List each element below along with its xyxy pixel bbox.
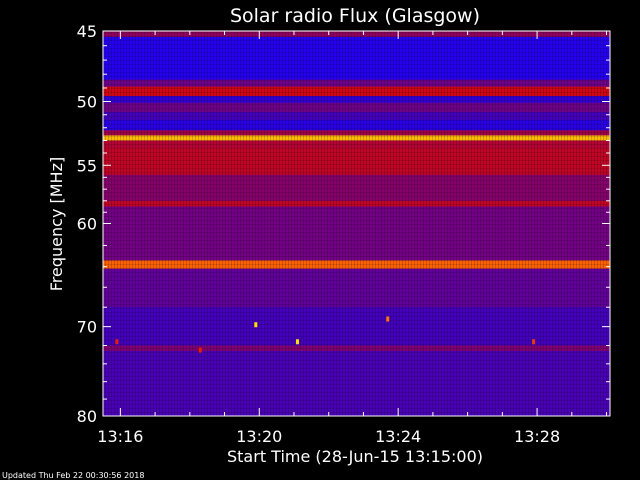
y-tick-label-2: 55 bbox=[77, 156, 97, 175]
burst-point-3 bbox=[115, 339, 119, 345]
x-axis-label: Start Time (28-Jun-15 13:15:00) bbox=[227, 447, 483, 466]
burst-point-4 bbox=[532, 339, 536, 345]
texture-horizontal bbox=[103, 31, 610, 416]
y-axis-label: Frequency [MHz] bbox=[47, 157, 66, 291]
x-tick-label-0: 13:16 bbox=[97, 427, 143, 446]
x-axis: 13:16 13:20 13:24 13:28 bbox=[97, 31, 608, 446]
y-tick-label-0: 45 bbox=[77, 22, 97, 41]
burst-point-5 bbox=[198, 347, 202, 353]
y-axis: 45 50 55 60 70 80 bbox=[77, 22, 610, 426]
x-tick-label-1: 13:20 bbox=[236, 427, 282, 446]
updated-footer: Updated Thu Feb 22 00:30:56 2018 bbox=[2, 471, 144, 480]
y-tick-label-4: 70 bbox=[77, 318, 97, 337]
x-tick-label-3: 13:28 bbox=[514, 427, 560, 446]
x-tick-label-2: 13:24 bbox=[375, 427, 421, 446]
plot-area bbox=[102, 30, 611, 417]
burst-point-1 bbox=[295, 339, 299, 345]
y-tick-label-1: 50 bbox=[77, 93, 97, 112]
burst-point-0 bbox=[254, 322, 258, 328]
y-tick-label-5: 80 bbox=[77, 407, 97, 426]
y-tick-label-3: 60 bbox=[77, 215, 97, 234]
chart-title: Solar radio Flux (Glasgow) bbox=[230, 5, 480, 27]
burst-point-2 bbox=[386, 316, 390, 322]
